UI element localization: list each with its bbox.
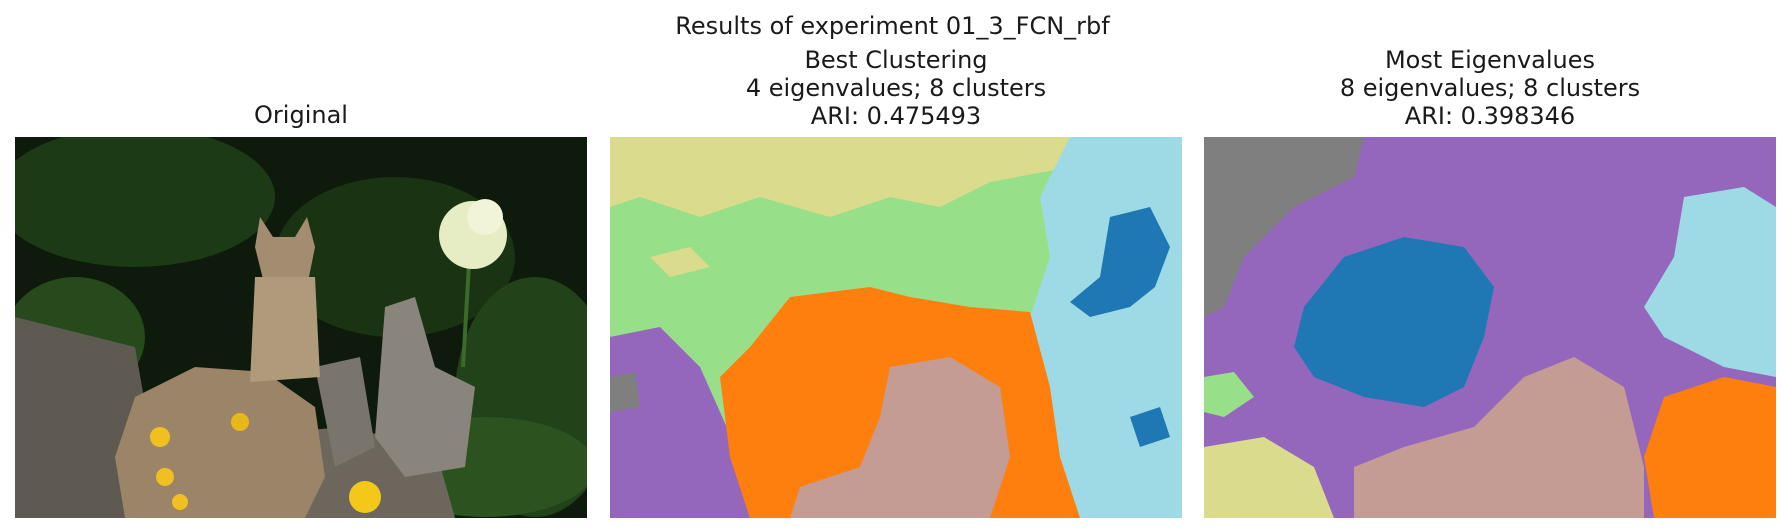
bobcat-neck <box>250 277 320 382</box>
panel-most-eigenvalues: Most Eigenvalues 8 eigenvalues; 8 cluste… <box>1204 0 1776 532</box>
cluster-region-gray <box>1204 137 1364 317</box>
panel-title-line: Most Eigenvalues <box>1384 46 1596 74</box>
yellow-flower <box>231 413 249 431</box>
cluster-region-tan <box>1354 357 1644 518</box>
cluster-region-khaki <box>650 247 710 277</box>
cluster-region-orange <box>1644 377 1776 518</box>
panel-original: Original <box>15 0 587 532</box>
flower-head <box>467 199 503 235</box>
panel-title-line: ARI: 0.475493 <box>810 102 982 130</box>
cluster-region-blue <box>1130 407 1170 447</box>
panel-best-clustering: Best Clustering 4 eigenvalues; 8 cluster… <box>610 0 1182 532</box>
panel-title-line: 8 eigenvalues; 8 clusters <box>1339 74 1641 102</box>
panel-title-most-eigenvalues: Most Eigenvalues 8 eigenvalues; 8 cluste… <box>1204 46 1776 130</box>
cluster-region-blue <box>1294 237 1494 407</box>
foliage-blob <box>15 137 275 267</box>
yellow-flower <box>156 468 174 486</box>
cluster-region-khaki <box>1204 437 1334 518</box>
panel-title-line: 4 eigenvalues; 8 clusters <box>745 74 1047 102</box>
cluster-region-light-blue <box>1644 187 1776 377</box>
stump-shape <box>315 357 375 467</box>
cluster-region-tan <box>790 357 1010 518</box>
cluster-region-khaki <box>610 137 1080 217</box>
stump-shape <box>375 297 475 477</box>
cluster-region-gray <box>610 372 640 412</box>
yellow-flower <box>150 427 170 447</box>
panel-title-line: ARI: 0.398346 <box>1404 102 1576 130</box>
cluster-region-blue <box>1070 207 1170 317</box>
cluster-region-green <box>1204 372 1254 417</box>
panel-title-original: Original <box>15 101 587 129</box>
yellow-flower <box>349 481 381 513</box>
best-clustering-image <box>610 137 1182 518</box>
panel-title-best-clustering: Best Clustering 4 eigenvalues; 8 cluster… <box>610 46 1182 130</box>
most-eigenvalues-image <box>1204 137 1776 518</box>
panel-title-line: Best Clustering <box>804 46 988 74</box>
panel-title-line: Original <box>254 101 348 129</box>
cluster-region-purple <box>610 327 750 518</box>
original-photo <box>15 137 587 518</box>
yellow-flower <box>172 494 188 510</box>
figure-title: Results of experiment 01_3_FCN_rbf <box>675 12 1110 40</box>
